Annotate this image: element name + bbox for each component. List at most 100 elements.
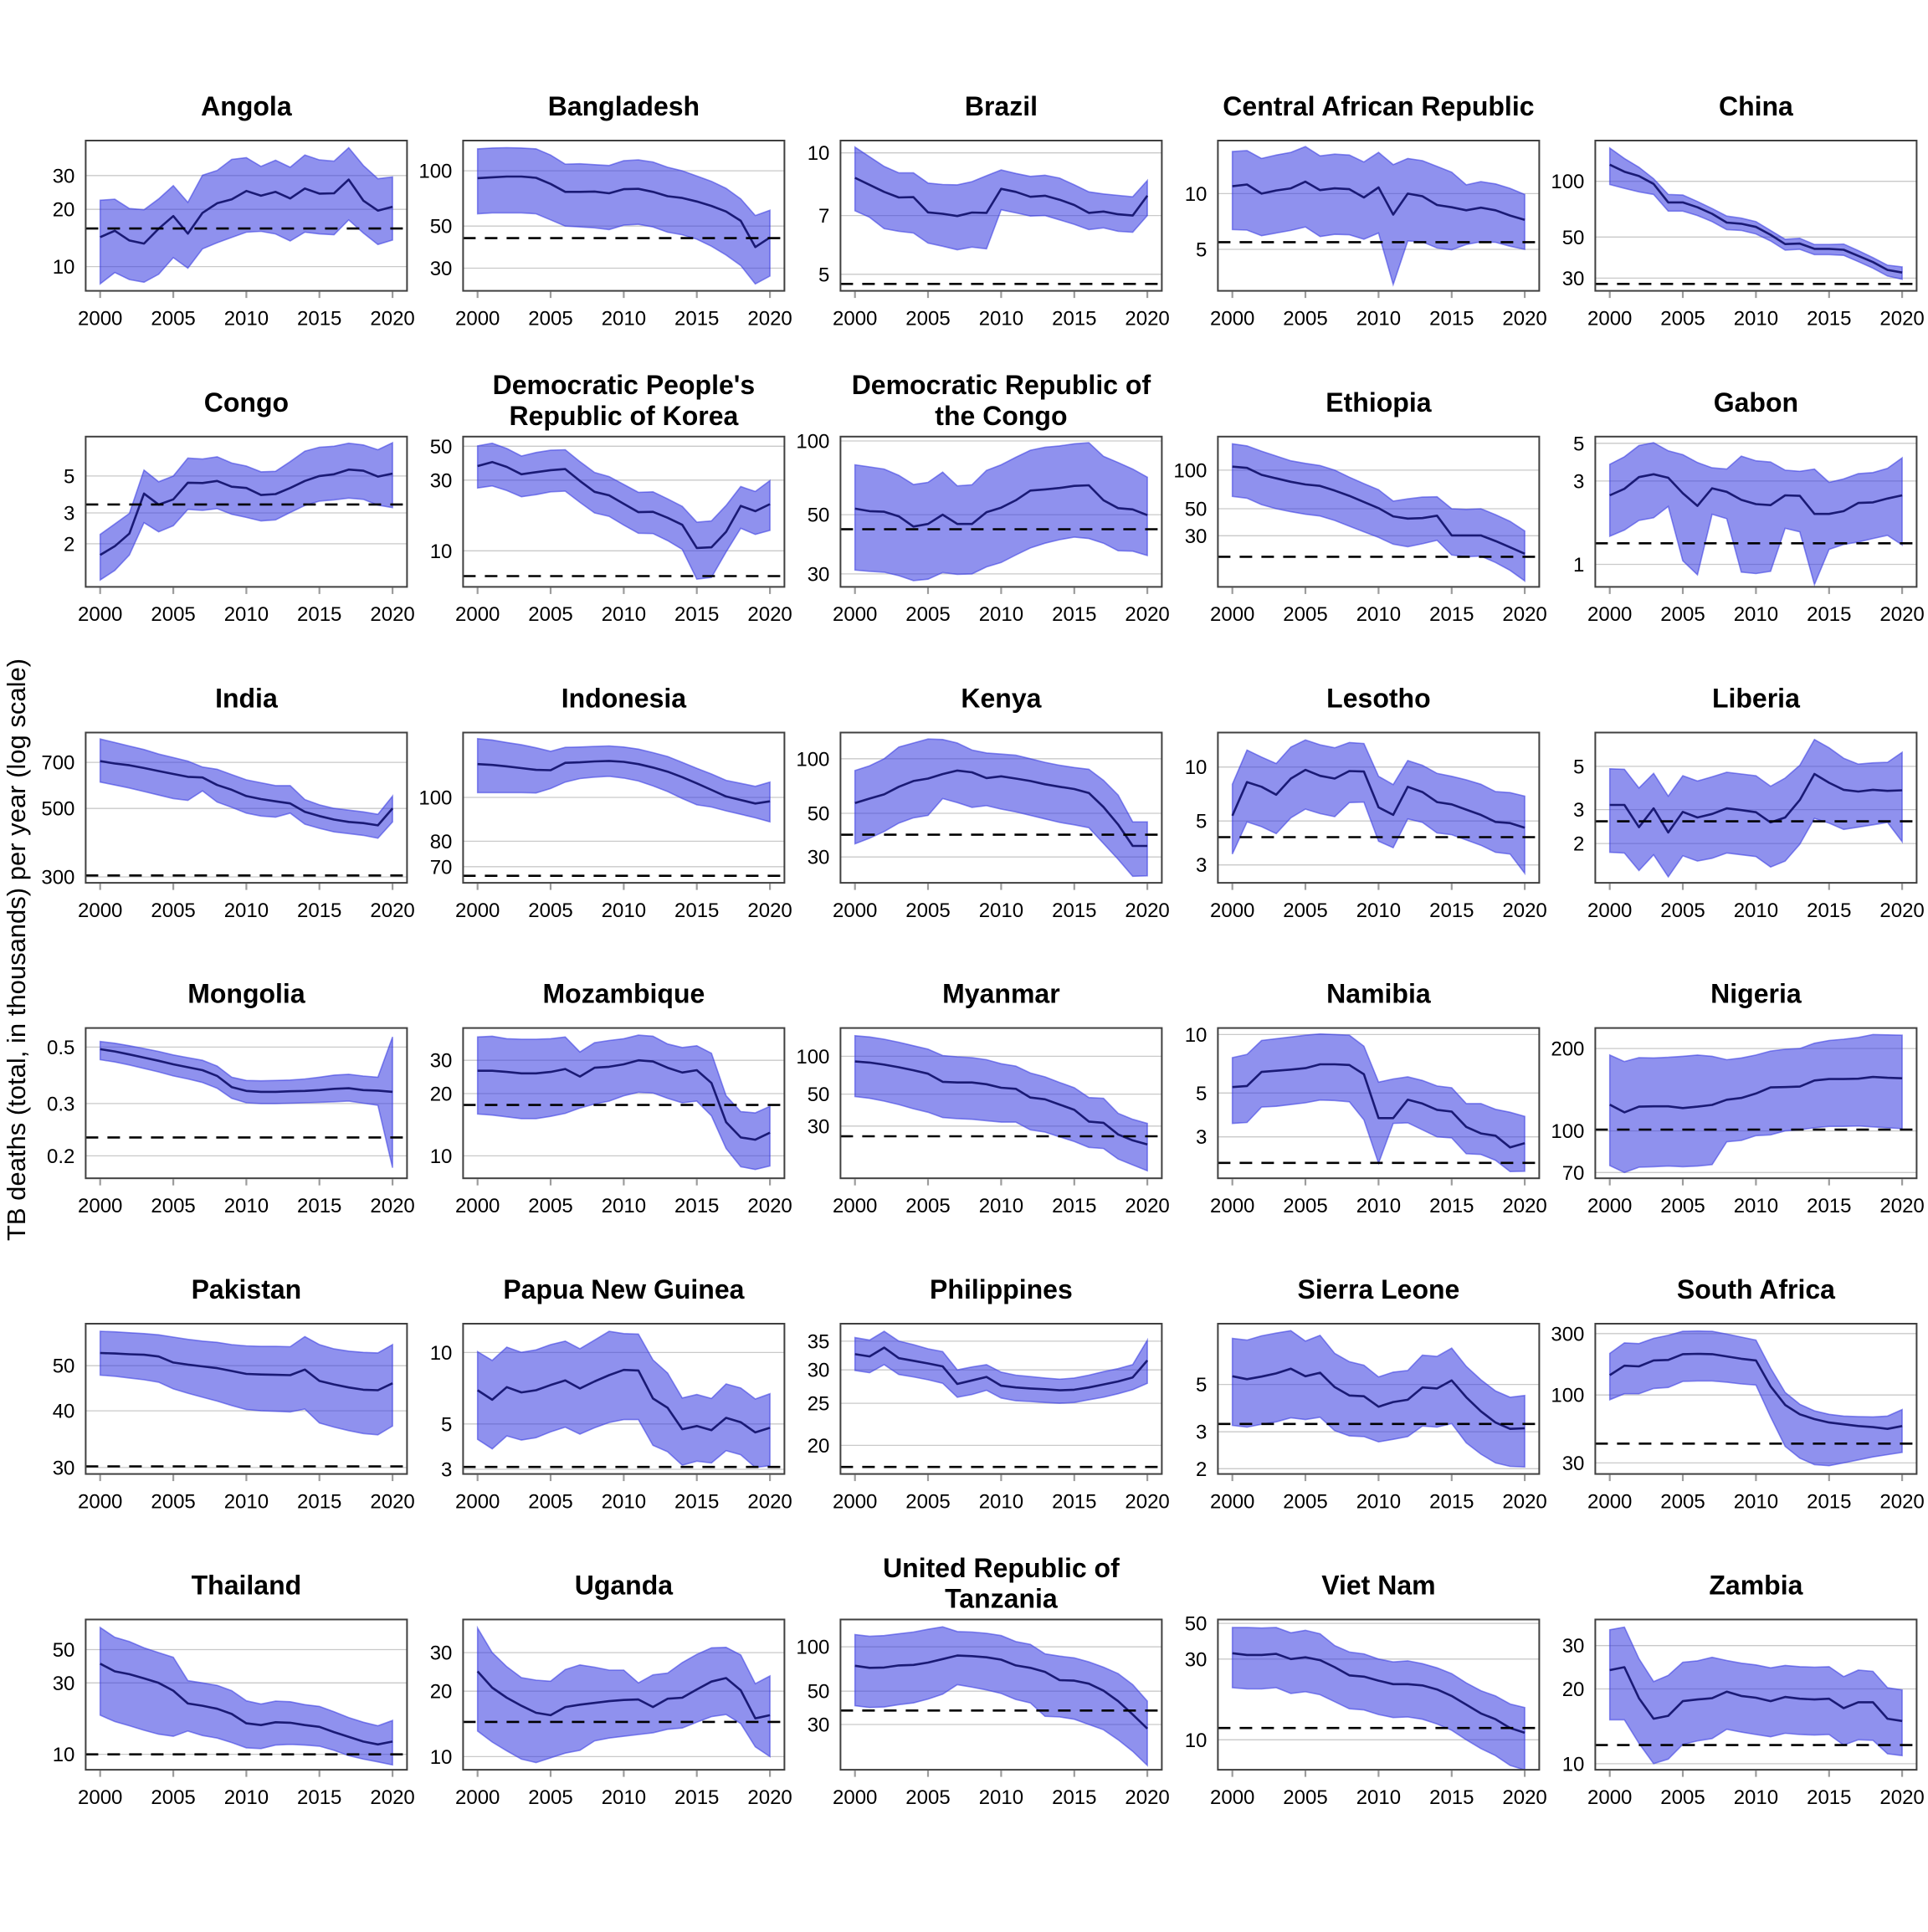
svg-text:Central African Republic: Central African Republic [1223,91,1534,121]
svg-text:500: 500 [41,798,74,821]
svg-text:2000: 2000 [1210,307,1254,330]
svg-text:2020: 2020 [747,307,792,330]
svg-text:2020: 2020 [1879,899,1924,922]
svg-text:50: 50 [1185,499,1208,521]
svg-text:Liberia: Liberia [1712,684,1800,714]
svg-text:2000: 2000 [455,603,500,626]
svg-text:3: 3 [64,503,74,525]
svg-text:2000: 2000 [455,307,500,330]
svg-text:United Republic of: United Republic of [883,1553,1120,1583]
svg-text:2010: 2010 [1356,603,1401,626]
svg-text:10: 10 [430,1342,453,1365]
svg-text:10: 10 [808,142,830,165]
svg-text:0.3: 0.3 [47,1093,74,1115]
svg-text:2015: 2015 [1807,1786,1851,1809]
svg-text:2005: 2005 [1660,307,1705,330]
svg-text:2000: 2000 [1587,1786,1632,1809]
svg-text:Angola: Angola [201,91,292,121]
svg-text:50: 50 [808,803,830,826]
svg-text:South Africa: South Africa [1677,1274,1835,1304]
svg-text:20: 20 [53,199,75,222]
svg-text:2015: 2015 [297,1786,341,1809]
svg-text:2005: 2005 [528,1490,572,1513]
svg-text:2020: 2020 [1125,307,1169,330]
svg-text:30: 30 [808,1115,830,1138]
svg-text:2020: 2020 [1502,1195,1546,1217]
svg-text:20: 20 [430,1084,453,1106]
svg-text:10: 10 [1185,1024,1208,1047]
svg-text:2000: 2000 [78,1490,122,1513]
svg-text:2000: 2000 [78,1786,122,1809]
svg-text:2015: 2015 [1052,899,1096,922]
svg-text:2020: 2020 [1125,1490,1169,1513]
svg-text:2015: 2015 [297,1490,341,1513]
svg-text:2020: 2020 [370,1195,414,1217]
svg-text:2010: 2010 [1734,1786,1778,1809]
svg-text:Viet Nam: Viet Nam [1321,1571,1435,1601]
svg-text:50: 50 [808,1681,830,1704]
svg-text:2020: 2020 [1879,1490,1924,1513]
svg-text:2010: 2010 [1356,1490,1401,1513]
svg-text:2020: 2020 [1502,603,1546,626]
svg-text:30: 30 [1185,525,1208,548]
svg-text:10: 10 [1185,183,1208,206]
svg-text:100: 100 [1173,459,1207,482]
svg-text:2005: 2005 [1283,1490,1327,1513]
svg-text:5: 5 [818,264,829,286]
svg-text:10: 10 [430,541,453,563]
svg-text:2015: 2015 [1052,1490,1096,1513]
svg-text:2: 2 [1196,1458,1207,1481]
svg-text:5: 5 [1573,433,1584,455]
svg-text:Republic of Korea: Republic of Korea [509,401,738,431]
svg-text:2000: 2000 [1210,899,1254,922]
svg-text:25: 25 [808,1393,830,1416]
svg-text:2015: 2015 [1807,603,1851,626]
svg-text:2000: 2000 [78,899,122,922]
svg-text:2020: 2020 [370,603,414,626]
svg-text:2005: 2005 [905,1786,950,1809]
svg-text:1: 1 [1573,554,1584,577]
svg-text:10: 10 [430,1746,453,1769]
svg-text:Philippines: Philippines [930,1274,1073,1304]
svg-text:Nigeria: Nigeria [1710,979,1802,1009]
svg-text:100: 100 [1551,1385,1584,1407]
svg-text:2015: 2015 [1807,1195,1851,1217]
svg-text:2005: 2005 [905,307,950,330]
svg-text:3: 3 [1573,799,1584,822]
svg-text:2000: 2000 [1587,1490,1632,1513]
svg-text:30: 30 [53,1457,75,1479]
svg-text:2005: 2005 [528,1786,572,1809]
svg-text:2005: 2005 [1660,899,1705,922]
svg-text:50: 50 [1562,227,1585,249]
svg-text:Uganda: Uganda [575,1571,674,1601]
svg-text:2015: 2015 [1052,307,1096,330]
svg-text:5: 5 [1196,1083,1207,1105]
svg-text:30: 30 [1185,1648,1208,1671]
svg-text:50: 50 [808,1084,830,1106]
svg-text:2005: 2005 [1660,1195,1705,1217]
svg-text:2015: 2015 [674,1490,719,1513]
svg-text:2020: 2020 [747,603,792,626]
svg-text:2000: 2000 [1587,1195,1632,1217]
svg-text:30: 30 [808,563,830,586]
svg-text:2005: 2005 [151,1786,195,1809]
svg-text:India: India [215,684,278,714]
svg-text:Democratic Republic of: Democratic Republic of [852,370,1151,400]
svg-text:2015: 2015 [1052,603,1096,626]
svg-text:2015: 2015 [297,307,341,330]
svg-text:2000: 2000 [1210,1195,1254,1217]
svg-text:2010: 2010 [224,1195,269,1217]
svg-text:80: 80 [430,831,453,853]
svg-text:2020: 2020 [370,1490,414,1513]
svg-text:2005: 2005 [528,1195,572,1217]
svg-text:40: 40 [53,1401,75,1423]
svg-text:50: 50 [1185,1613,1208,1636]
svg-text:Sierra Leone: Sierra Leone [1297,1274,1459,1304]
svg-text:70: 70 [1562,1162,1585,1185]
svg-text:2020: 2020 [1502,1786,1546,1809]
svg-text:2005: 2005 [905,603,950,626]
svg-text:2020: 2020 [747,1195,792,1217]
svg-text:5: 5 [1196,239,1207,262]
svg-text:2000: 2000 [833,1195,877,1217]
svg-text:2005: 2005 [528,899,572,922]
